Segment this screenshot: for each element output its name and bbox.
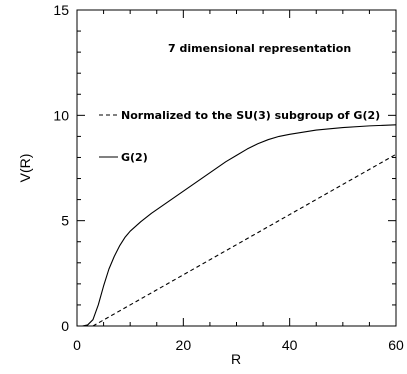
y-tick-label: 10 — [53, 107, 69, 123]
plot-frame — [76, 9, 397, 327]
series-line-g2 — [77, 124, 397, 327]
y-tick-label: 0 — [61, 318, 69, 334]
x-tick-label: 20 — [176, 337, 192, 353]
y-tick-label: 5 — [61, 213, 69, 229]
y-axis-label: V(R) — [17, 154, 33, 183]
legend-label-su3: Normalized to the SU(3) subgroup of G(2) — [121, 109, 380, 122]
x-tick-label: 0 — [73, 337, 81, 353]
x-tick-label: 60 — [388, 337, 404, 353]
y-tick-label: 15 — [53, 2, 69, 18]
plot-border — [76, 9, 397, 327]
legend-label-g2: G(2) — [121, 151, 148, 164]
series-line-su3-normalized — [92, 153, 397, 327]
representation-annotation: 7 dimensional representation — [168, 42, 351, 55]
axis-ticks — [76, 9, 397, 327]
series-layer — [77, 124, 397, 327]
x-axis-label: R — [231, 351, 241, 367]
tick-labels: 0 20 40 60 0 5 10 15 — [53, 2, 404, 353]
legend: Normalized to the SU(3) subgroup of G(2)… — [99, 109, 380, 164]
x-tick-label: 40 — [282, 337, 298, 353]
